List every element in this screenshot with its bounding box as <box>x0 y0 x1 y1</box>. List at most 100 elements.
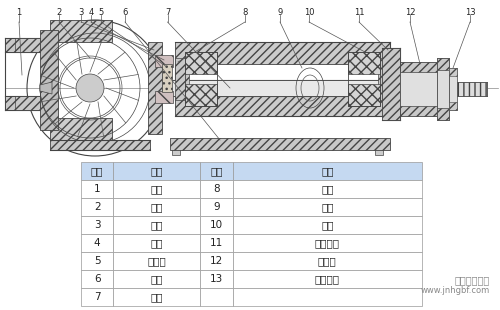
Bar <box>114 252 200 270</box>
Text: 名称: 名称 <box>321 166 334 176</box>
Bar <box>170 138 390 150</box>
Text: 10: 10 <box>210 220 223 230</box>
Text: 序号: 序号 <box>91 166 104 176</box>
Bar <box>449 68 457 110</box>
Text: 安徽江南泵阀: 安徽江南泵阀 <box>455 275 490 285</box>
Bar <box>162 64 172 92</box>
Bar <box>5 96 40 110</box>
Bar <box>457 82 487 96</box>
Bar <box>200 288 232 306</box>
Bar <box>400 72 440 106</box>
Text: 序号: 序号 <box>210 166 223 176</box>
Bar <box>437 58 449 120</box>
Text: 油镜: 油镜 <box>321 202 334 212</box>
Bar <box>185 52 217 106</box>
Bar <box>348 84 380 106</box>
Bar <box>5 38 15 52</box>
Bar <box>200 252 232 270</box>
Text: 9: 9 <box>213 202 220 212</box>
Text: 轴承: 轴承 <box>321 220 334 230</box>
Text: 轴承压盖: 轴承压盖 <box>315 238 340 248</box>
Text: 8: 8 <box>213 184 220 194</box>
Bar <box>232 180 422 198</box>
Bar <box>40 30 58 130</box>
Bar <box>348 52 380 74</box>
Bar <box>378 58 392 100</box>
Text: 4: 4 <box>94 238 100 248</box>
Bar <box>81 234 114 252</box>
Circle shape <box>76 74 104 102</box>
Text: 油盖: 油盖 <box>321 184 334 194</box>
Text: 2: 2 <box>94 202 100 212</box>
Text: 泵体: 泵体 <box>150 184 163 194</box>
Text: 后盖: 后盖 <box>150 220 163 230</box>
Bar <box>114 198 200 216</box>
Text: 1: 1 <box>16 8 21 17</box>
Text: 13: 13 <box>210 274 223 284</box>
Text: 名称: 名称 <box>150 166 163 176</box>
Bar <box>175 42 390 64</box>
Bar <box>50 118 112 140</box>
Bar <box>232 288 422 306</box>
Bar <box>175 94 390 116</box>
Bar <box>81 162 114 180</box>
Bar <box>200 216 232 234</box>
Bar <box>232 234 422 252</box>
Bar <box>81 216 114 234</box>
Bar <box>185 84 217 106</box>
Bar <box>81 288 114 306</box>
Text: 4: 4 <box>88 8 94 17</box>
Text: 叶轮: 叶轮 <box>150 202 163 212</box>
Text: 7: 7 <box>94 292 100 302</box>
Bar <box>155 55 173 67</box>
Text: 5: 5 <box>94 256 100 266</box>
Text: 7: 7 <box>165 8 170 17</box>
Text: 联轴器: 联轴器 <box>318 256 336 266</box>
Text: 10: 10 <box>304 8 314 17</box>
Bar <box>232 270 422 288</box>
Bar <box>114 270 200 288</box>
Text: 12: 12 <box>210 256 223 266</box>
Bar <box>437 108 449 120</box>
Bar <box>114 288 200 306</box>
Text: 压盖: 压盖 <box>150 238 163 248</box>
Bar <box>232 216 422 234</box>
Bar <box>348 52 380 106</box>
Bar <box>81 198 114 216</box>
Bar <box>114 216 200 234</box>
Bar <box>81 270 114 288</box>
Text: 泵轴: 泵轴 <box>150 292 163 302</box>
Bar <box>382 48 400 120</box>
Bar <box>400 62 440 116</box>
Text: 吸紧螺栓: 吸紧螺栓 <box>315 274 340 284</box>
Text: 8: 8 <box>242 8 248 17</box>
Text: 12: 12 <box>405 8 415 17</box>
Bar <box>81 180 114 198</box>
Text: 11: 11 <box>354 8 364 17</box>
Bar <box>232 162 422 180</box>
Text: 1: 1 <box>94 184 100 194</box>
Bar <box>50 20 112 42</box>
Text: 6: 6 <box>122 8 128 17</box>
Bar <box>5 38 40 52</box>
Bar <box>50 140 150 150</box>
Bar <box>172 143 180 155</box>
Bar <box>185 52 217 74</box>
Text: 13: 13 <box>464 8 475 17</box>
Bar <box>114 180 200 198</box>
Bar <box>162 80 402 96</box>
Text: 11: 11 <box>210 238 223 248</box>
Text: 6: 6 <box>94 274 100 284</box>
Bar <box>200 198 232 216</box>
Bar <box>5 96 15 110</box>
Text: www.jnhgbf.com: www.jnhgbf.com <box>421 286 490 295</box>
Bar <box>114 234 200 252</box>
Bar <box>200 234 232 252</box>
Bar <box>200 270 232 288</box>
Text: 3: 3 <box>78 8 84 17</box>
Bar <box>81 252 114 270</box>
Bar <box>148 42 162 134</box>
Text: 3: 3 <box>94 220 100 230</box>
Bar <box>449 102 457 110</box>
Text: 密封件: 密封件 <box>148 256 166 266</box>
